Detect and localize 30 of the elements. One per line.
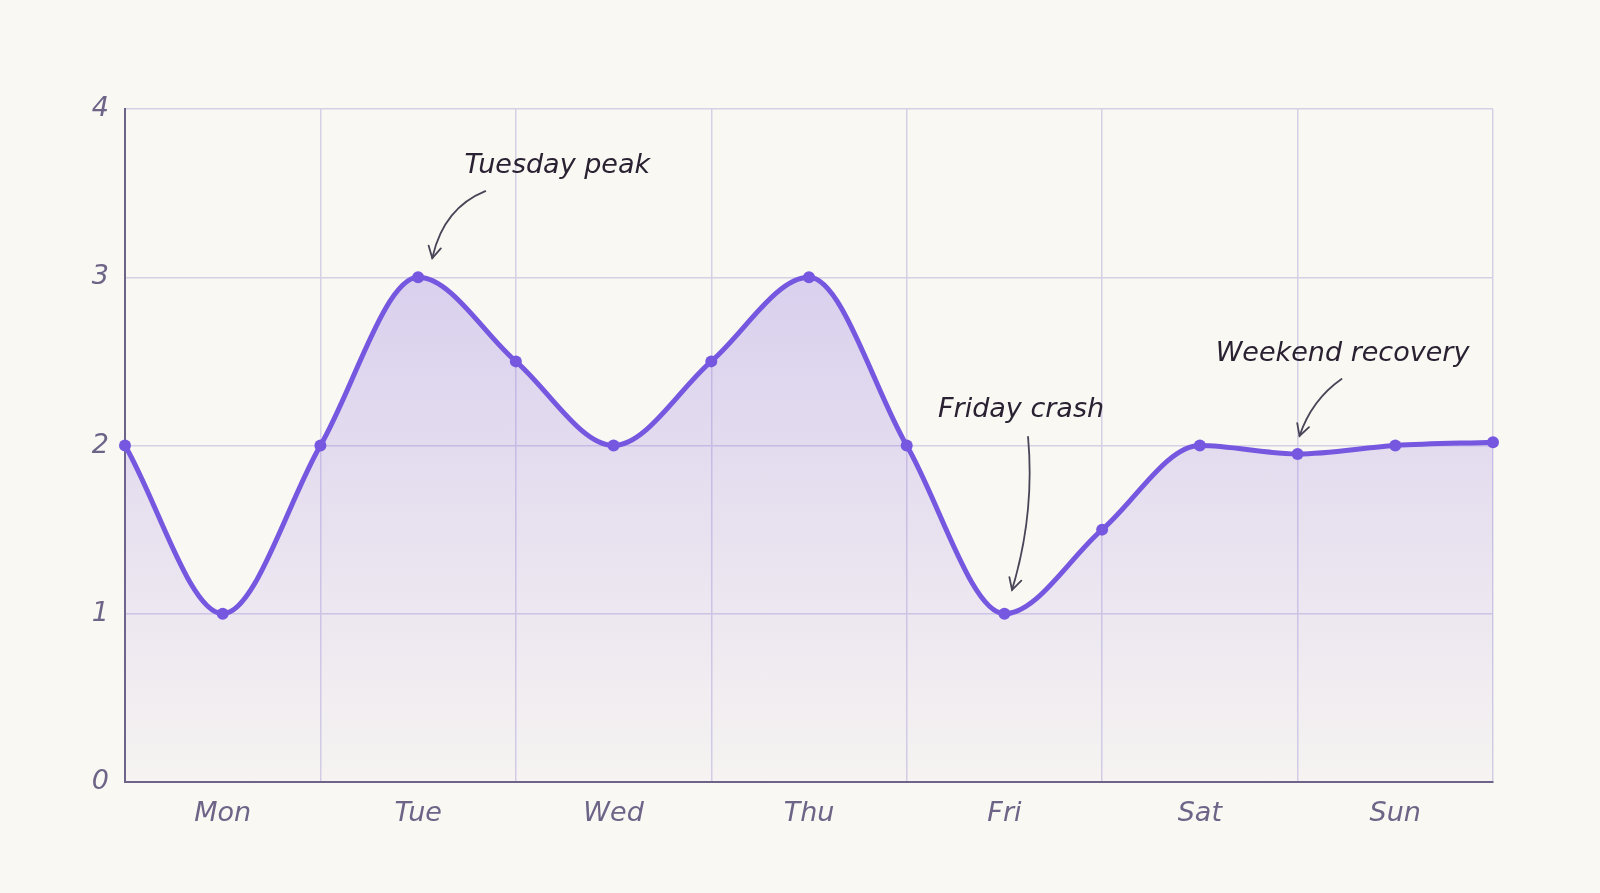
y-tick-label: 0 [91, 764, 109, 796]
x-tick-label: Thu [783, 796, 835, 828]
point [412, 271, 425, 284]
y-tick-label: 4 [91, 91, 109, 123]
point [314, 439, 327, 452]
point [1096, 523, 1109, 536]
point [803, 271, 815, 284]
x-tick-label: Sun [1369, 796, 1421, 828]
x-tick-label: Sat [1177, 796, 1224, 828]
annotation: Tuesday peak [464, 148, 652, 180]
x-tick-label: Wed [583, 796, 645, 828]
point [900, 439, 913, 452]
y-tick-label: 3 [91, 259, 109, 291]
y-tick-label: 2 [91, 427, 109, 459]
point [1487, 436, 1499, 449]
x-tick-label: Fri [987, 796, 1022, 828]
point [216, 607, 229, 620]
point [1389, 439, 1402, 452]
point [1291, 447, 1304, 460]
point [607, 439, 620, 452]
point [119, 439, 131, 452]
point [1193, 439, 1206, 452]
point [705, 355, 718, 368]
annotation: Friday crash [938, 391, 1105, 423]
annotation: Weekend recovery [1215, 335, 1471, 367]
x-tick-label: Tue [394, 796, 442, 828]
point [509, 355, 522, 368]
y-tick-label: 1 [91, 595, 109, 627]
point [998, 607, 1011, 620]
x-tick-label: Mon [194, 796, 252, 828]
